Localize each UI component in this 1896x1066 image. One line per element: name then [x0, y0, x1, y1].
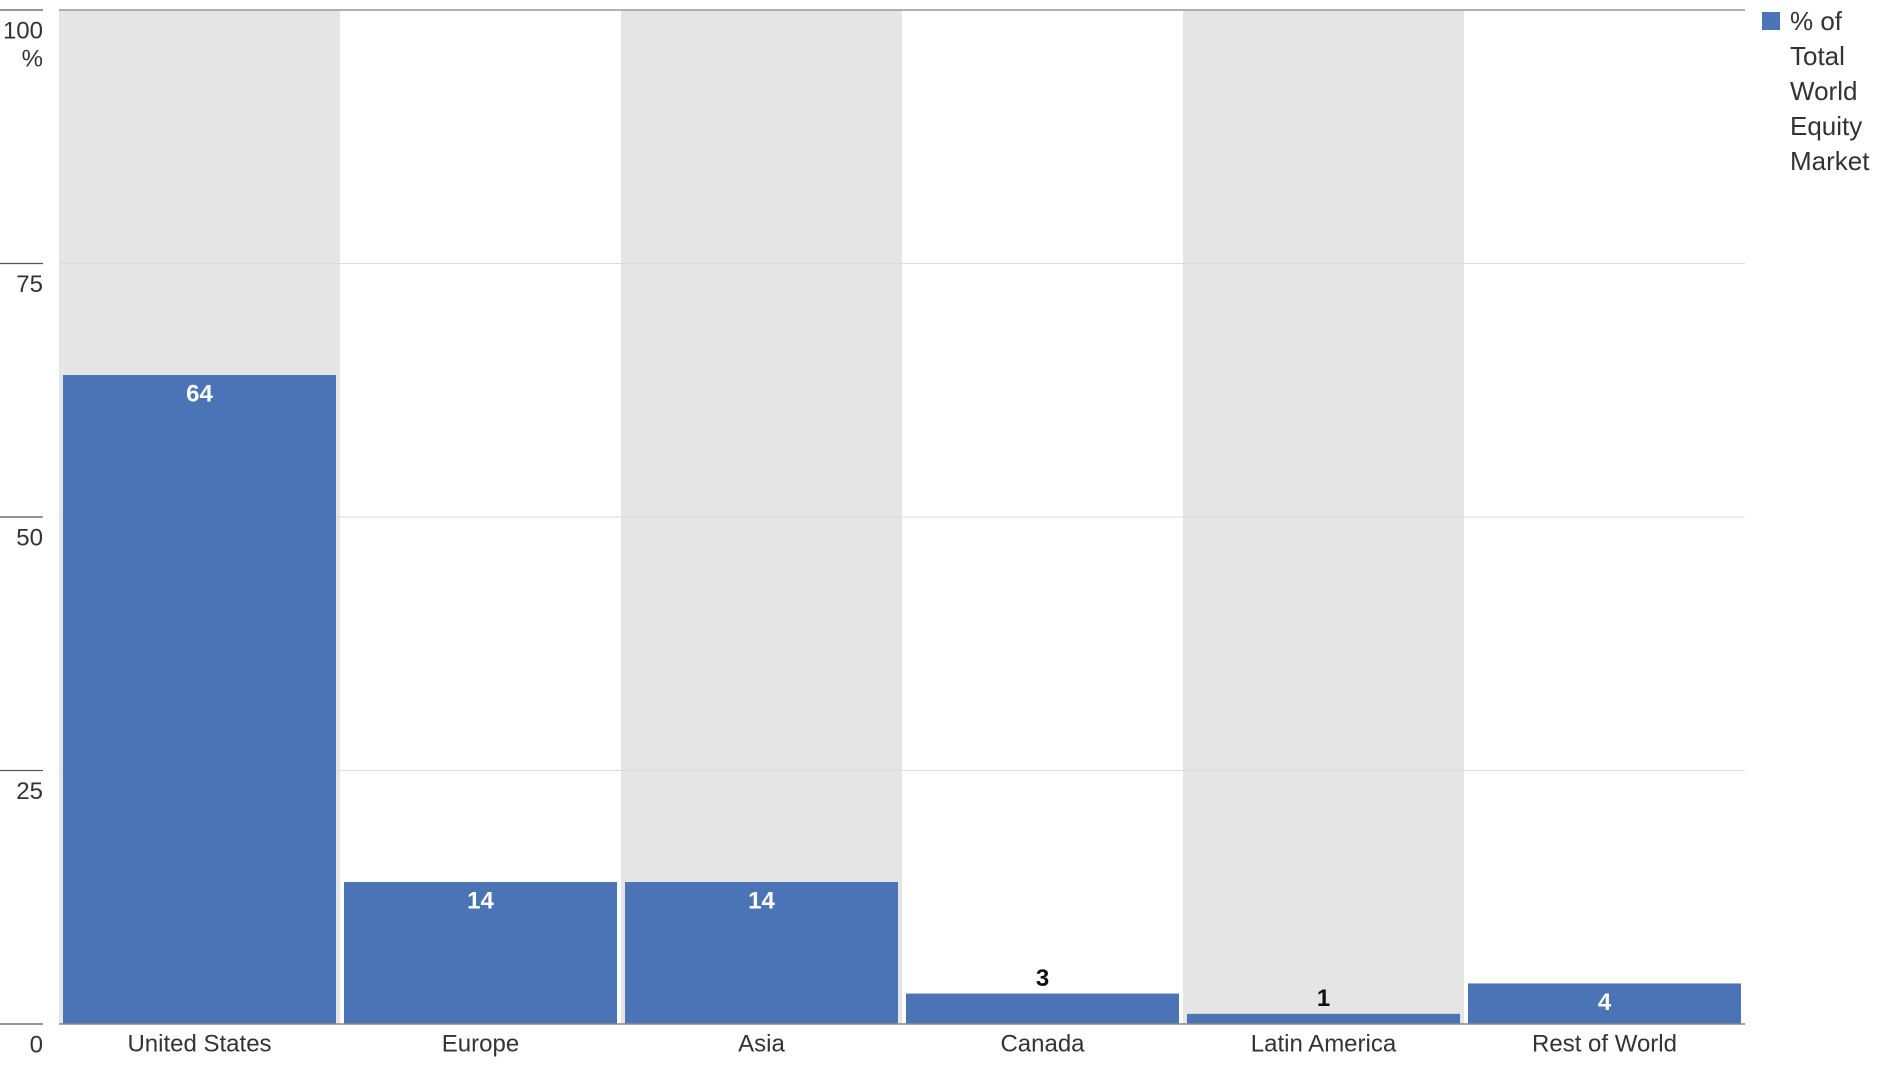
- y-tick-label: 75: [16, 271, 43, 298]
- y-unit: %: [22, 45, 43, 72]
- bar: [1468, 983, 1741, 1024]
- value-label: 1: [1317, 985, 1330, 1012]
- value-label: 64: [186, 380, 213, 407]
- x-tick-label: United States: [127, 1030, 271, 1057]
- bar: [344, 882, 617, 1024]
- y-tick-label: 25: [16, 778, 43, 805]
- bar: [1187, 1013, 1460, 1024]
- x-tick-label: Canada: [1000, 1030, 1085, 1057]
- x-tick-label: Latin America: [1251, 1030, 1397, 1057]
- legend-label: % of Total World Equity Market: [1790, 6, 1870, 176]
- bar: [63, 375, 336, 1024]
- x-tick-label: Rest of World: [1532, 1030, 1677, 1057]
- value-label: 3: [1036, 965, 1049, 992]
- bar: [625, 882, 898, 1024]
- bar: [906, 993, 1179, 1024]
- y-tick-label: 100: [3, 17, 43, 44]
- x-tick-label: Asia: [738, 1030, 785, 1057]
- x-tick-label: Europe: [442, 1030, 519, 1057]
- value-label: 14: [467, 887, 494, 914]
- value-label: 4: [1598, 989, 1612, 1016]
- legend-swatch: [1762, 12, 1780, 30]
- y-tick-label: 50: [16, 524, 43, 551]
- value-label: 14: [748, 887, 775, 914]
- y-tick-label: 0: [30, 1031, 43, 1058]
